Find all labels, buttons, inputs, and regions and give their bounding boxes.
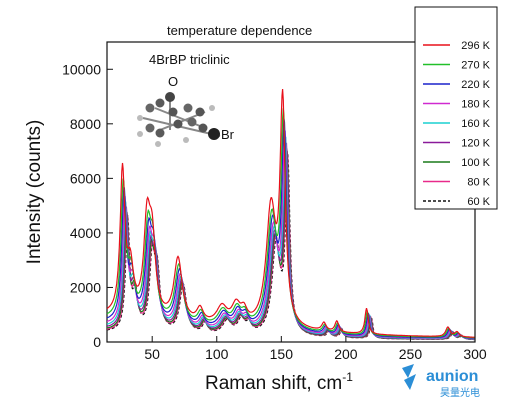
x-axis-label-main: Raman shift, cm [205, 373, 342, 394]
x-tick-label: 200 [334, 346, 358, 362]
molecule-diagram: O Br [137, 74, 235, 147]
x-tick-label: 100 [205, 346, 229, 362]
legend-box [414, 6, 498, 210]
x-tick-label: 300 [463, 346, 487, 362]
y-tick-label: 4000 [70, 225, 101, 241]
legend-label: 180 K [461, 99, 490, 111]
y-axis-label: Intensity (counts) [24, 120, 45, 265]
watermark-brand: aunion [426, 368, 478, 385]
annotation-temperature: temperature dependence [167, 23, 312, 38]
y-tick-label: 6000 [70, 170, 101, 186]
oxygen-label: O [168, 74, 178, 89]
annotation-compound: 4BrBP triclinic [149, 52, 230, 67]
x-axis-label: Raman shift, cm-1 [205, 370, 353, 394]
legend-entries: 296 K 270 K 220 K 180 K 160 K 120 K 100 K 80 K 6… [423, 40, 491, 208]
legend-label: 100 K [461, 157, 490, 169]
legend-label: 270 K [461, 60, 490, 72]
aunion-logo-icon [402, 364, 416, 390]
tick-layer: 50 100 150 200 250 300 0 2000 4000 6000 8000 10000 [62, 61, 487, 362]
y-tick-label: 10000 [62, 61, 101, 77]
legend: 296 K 270 K 220 K 180 K 160 K 120 K 100 K 80 K 6… [414, 6, 498, 210]
watermark-subtitle: 昊量光电 [440, 386, 480, 399]
series-line-296k [106, 88, 476, 338]
legend-label: 120 K [461, 138, 490, 150]
bromine-label: Br [221, 127, 235, 142]
series-layer [106, 88, 476, 341]
x-tick-label: 250 [399, 346, 423, 362]
y-tick-label: 2000 [70, 279, 101, 295]
x-tick-label: 150 [270, 346, 294, 362]
legend-label: 160 K [461, 118, 490, 130]
y-tick-label: 8000 [70, 116, 101, 132]
x-tick-label: 50 [144, 346, 160, 362]
x-axis-label-sup: -1 [342, 370, 353, 384]
legend-label: 60 K [467, 196, 490, 208]
legend-label: 80 K [467, 177, 490, 189]
y-tick-label: 0 [93, 334, 101, 350]
legend-label: 296 K [461, 40, 490, 52]
aunion-watermark: aunion 昊量光电 [402, 364, 480, 399]
legend-label: 220 K [461, 79, 490, 91]
